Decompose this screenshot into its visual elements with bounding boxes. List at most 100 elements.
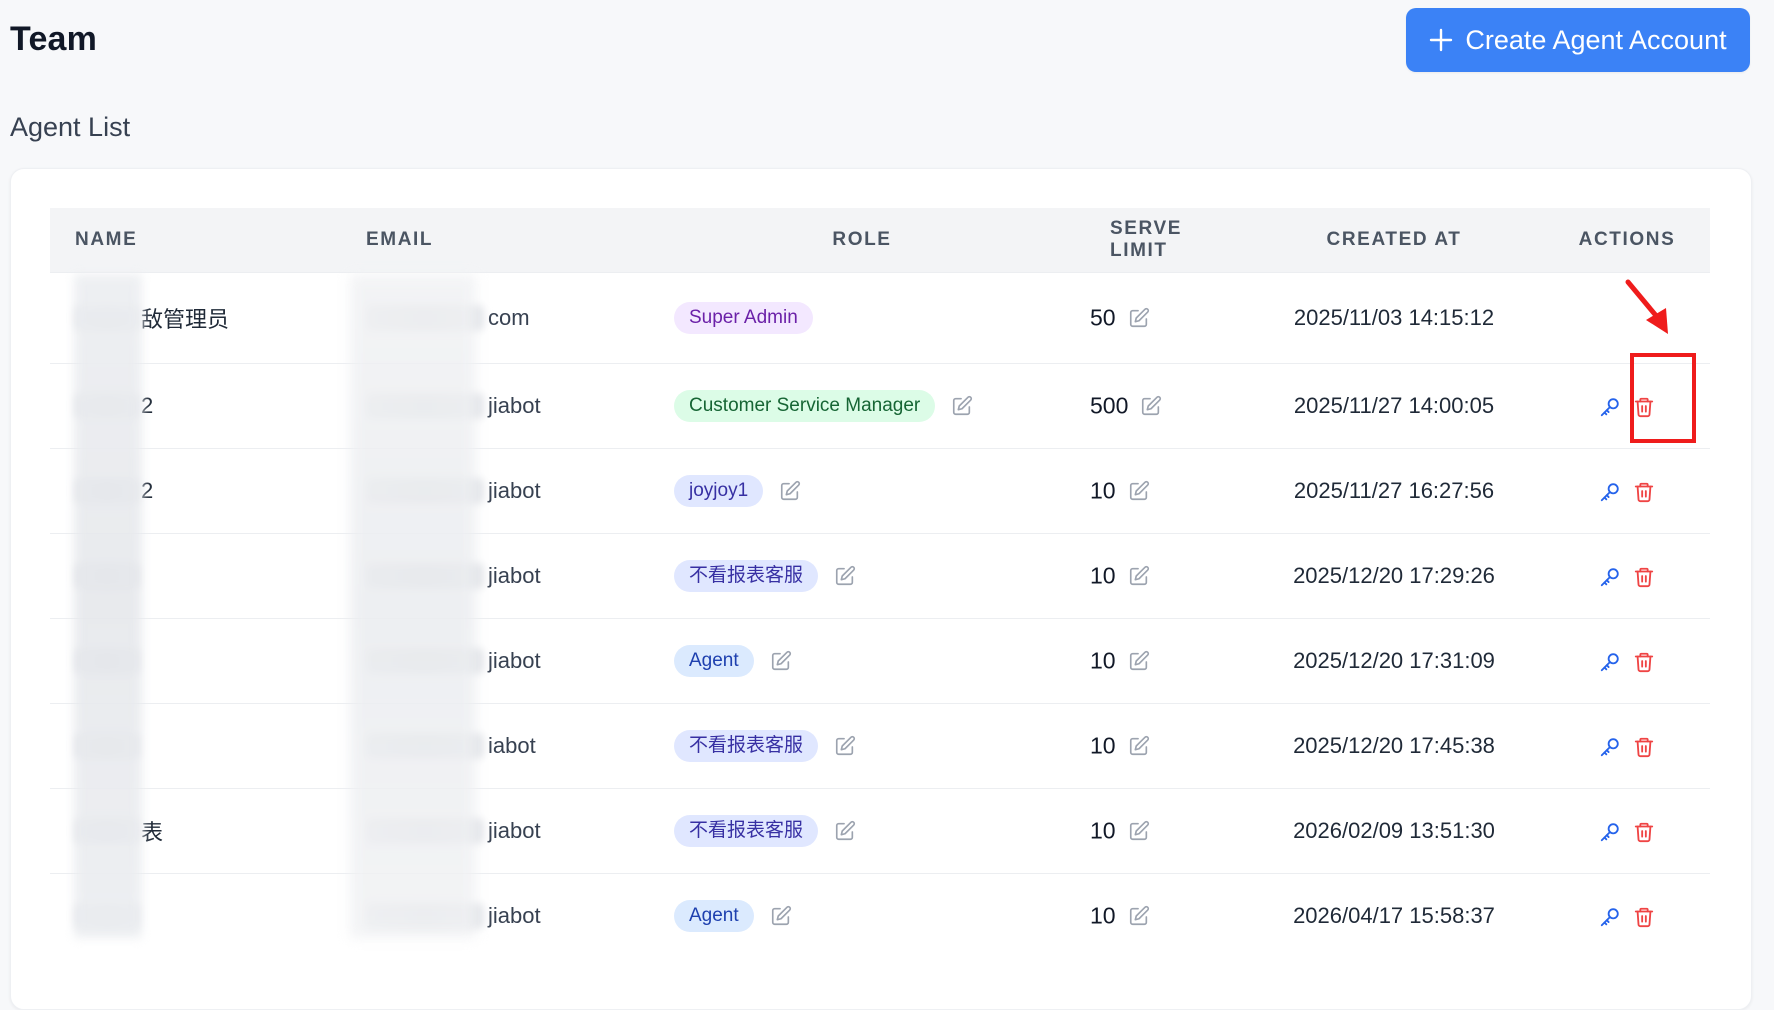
key-icon[interactable] (1599, 481, 1621, 503)
agent-name-cell (50, 702, 328, 788)
agent-email-cell: jiabot (328, 617, 662, 703)
agent-role-cell: 不看报表客服 (662, 702, 1032, 788)
serve-limit-cell: 10 (1032, 787, 1244, 873)
agent-email-cell: iabot (328, 702, 662, 788)
agent-name-cell (50, 617, 328, 703)
key-icon[interactable] (1599, 906, 1621, 928)
redacted-email (366, 478, 484, 505)
agent-name: 2 (141, 478, 154, 504)
serve-limit-value: 500 (1090, 392, 1129, 419)
table-row: 2 jiabot Customer Service Manager 500 2025/1… (50, 362, 1710, 448)
key-icon[interactable] (1599, 566, 1621, 588)
created-at: 2025/12/20 17:45:38 (1244, 702, 1544, 788)
trash-icon[interactable] (1633, 736, 1655, 758)
agent-role-cell: Agent (662, 617, 1032, 703)
edit-role-icon[interactable] (834, 820, 856, 842)
header-role: ROLE (832, 228, 892, 250)
created-at: 2026/04/17 15:58:37 (1244, 872, 1544, 958)
edit-serve-limit-icon[interactable] (1128, 650, 1150, 672)
actions-cell (1544, 362, 1710, 448)
redacted-name (75, 304, 139, 331)
trash-icon[interactable] (1633, 481, 1655, 503)
agent-name-cell (50, 872, 328, 958)
serve-limit-value: 10 (1090, 817, 1116, 844)
key-icon[interactable] (1599, 396, 1621, 418)
table-row: jiabot 不看报表客服 10 2025/12/20 17:29:26 (50, 532, 1710, 618)
agent-name-cell: 表 (50, 787, 328, 873)
redacted-email (366, 903, 484, 930)
edit-serve-limit-icon[interactable] (1128, 480, 1150, 502)
trash-icon[interactable] (1633, 906, 1655, 928)
created-at: 2025/11/27 14:00:05 (1244, 362, 1544, 448)
edit-serve-limit-icon[interactable] (1128, 820, 1150, 842)
edit-role-icon[interactable] (951, 395, 973, 417)
actions-cell (1544, 787, 1710, 873)
role-badge: 不看报表客服 (674, 814, 819, 847)
table-row: iabot 不看报表客服 10 2025/12/20 17:45:38 (50, 702, 1710, 788)
trash-icon[interactable] (1633, 821, 1655, 843)
edit-role-icon[interactable] (834, 565, 856, 587)
agent-role-cell: 不看报表客服 (662, 532, 1032, 618)
redacted-email (366, 393, 484, 420)
agent-email: com (488, 305, 530, 331)
agent-email-cell: jiabot (328, 532, 662, 618)
redacted-name (75, 393, 139, 420)
role-badge: joyjoy1 (674, 474, 764, 507)
edit-role-icon[interactable] (770, 650, 792, 672)
agent-email: jiabot (488, 393, 541, 419)
agent-email: jiabot (488, 648, 541, 674)
edit-serve-limit-icon[interactable] (1128, 307, 1150, 329)
agent-role-cell: joyjoy1 (662, 447, 1032, 533)
serve-limit-value: 50 (1090, 304, 1116, 331)
agent-email: jiabot (488, 818, 541, 844)
table-row: 表 jiabot 不看报表客服 10 2026/02/09 13:51:30 (50, 787, 1710, 873)
agent-name: 2 (141, 393, 154, 419)
agent-name-cell: 2 (50, 447, 328, 533)
redacted-email (366, 648, 484, 675)
agent-email: jiabot (488, 563, 541, 589)
trash-icon[interactable] (1633, 396, 1655, 418)
table-row: jiabot Agent 10 2025/12/20 17:31:09 (50, 617, 1710, 703)
created-at: 2025/11/03 14:15:12 (1244, 271, 1544, 363)
key-icon[interactable] (1599, 736, 1621, 758)
header-email: EMAIL (366, 228, 434, 250)
agent-email-cell: jiabot (328, 787, 662, 873)
header-name: NAME (75, 228, 138, 250)
edit-serve-limit-icon[interactable] (1128, 905, 1150, 927)
redacted-email (366, 305, 484, 332)
serve-limit-cell: 500 (1032, 362, 1244, 448)
serve-limit-value: 10 (1090, 902, 1116, 929)
key-icon[interactable] (1599, 651, 1621, 673)
redacted-name (75, 478, 139, 505)
role-badge: Agent (674, 644, 754, 677)
serve-limit-cell: 10 (1032, 702, 1244, 788)
header-serve-limit: SERVE LIMIT (1110, 217, 1183, 261)
edit-serve-limit-icon[interactable] (1140, 395, 1162, 417)
header-created-at: CREATED AT (1326, 228, 1462, 250)
role-badge: 不看报表客服 (674, 729, 819, 762)
trash-icon[interactable] (1633, 566, 1655, 588)
redacted-email (366, 733, 484, 760)
create-agent-account-button[interactable]: Create Agent Account (1406, 8, 1750, 72)
key-icon[interactable] (1599, 821, 1621, 843)
table-row: jiabot Agent 10 2026/04/17 15:58:37 (50, 872, 1710, 958)
serve-limit-cell: 10 (1032, 532, 1244, 618)
edit-serve-limit-icon[interactable] (1128, 735, 1150, 757)
agent-name: 表 (141, 819, 164, 845)
created-at: 2025/12/20 17:29:26 (1244, 532, 1544, 618)
serve-limit-value: 10 (1090, 477, 1116, 504)
agent-email-cell: jiabot (328, 447, 662, 533)
agent-name-cell: 敌管理员 (50, 271, 328, 363)
table-row: 2 jiabot joyjoy1 10 2025/11/27 16:27:56 (50, 447, 1710, 533)
serve-limit-cell: 10 (1032, 872, 1244, 958)
role-badge: Agent (674, 899, 754, 932)
serve-limit-cell: 50 (1032, 271, 1244, 363)
actions-cell (1544, 872, 1710, 958)
edit-role-icon[interactable] (834, 735, 856, 757)
trash-icon[interactable] (1633, 651, 1655, 673)
edit-role-icon[interactable] (779, 480, 801, 502)
redacted-name (75, 563, 139, 590)
edit-role-icon[interactable] (770, 905, 792, 927)
created-at: 2026/02/09 13:51:30 (1244, 787, 1544, 873)
edit-serve-limit-icon[interactable] (1128, 565, 1150, 587)
